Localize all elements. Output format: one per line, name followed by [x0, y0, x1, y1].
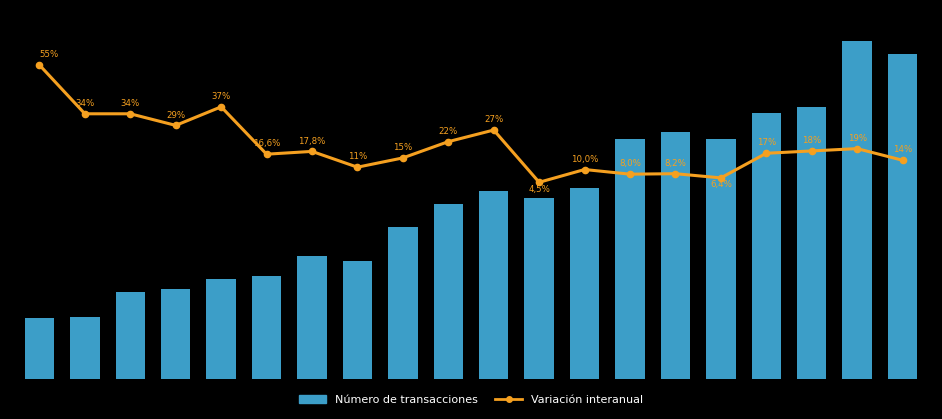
Text: 34%: 34%	[121, 99, 140, 108]
Text: 27%: 27%	[484, 115, 503, 124]
Text: 16,6%: 16,6%	[252, 140, 281, 148]
Text: 10,0%: 10,0%	[571, 155, 598, 164]
Text: 6,4%: 6,4%	[710, 181, 732, 189]
Bar	[24, 318, 55, 378]
Bar	[615, 139, 644, 378]
Text: 17%: 17%	[756, 138, 776, 147]
Bar	[343, 261, 372, 378]
Bar	[570, 188, 599, 378]
Text: 22%: 22%	[439, 127, 458, 136]
Text: 29%: 29%	[166, 111, 186, 119]
Text: 37%: 37%	[212, 92, 231, 101]
Bar	[797, 107, 826, 378]
Text: 8,0%: 8,0%	[619, 159, 641, 168]
Bar	[525, 198, 554, 378]
Bar	[887, 54, 918, 378]
Text: 34%: 34%	[75, 99, 94, 108]
Bar	[388, 227, 417, 378]
Bar	[706, 139, 736, 378]
Text: 18%: 18%	[802, 136, 821, 145]
Bar	[660, 132, 690, 378]
Text: 55%: 55%	[40, 50, 58, 59]
Text: 4,5%: 4,5%	[528, 185, 550, 194]
Bar	[252, 276, 282, 378]
Bar	[479, 191, 509, 378]
Bar	[70, 317, 100, 378]
Bar	[298, 256, 327, 378]
Bar	[161, 289, 190, 378]
Text: 14%: 14%	[893, 145, 912, 155]
Bar	[433, 204, 463, 378]
Text: 19%: 19%	[848, 134, 867, 143]
Bar	[842, 41, 872, 378]
Legend: Número de transacciones, Variación interanual: Número de transacciones, Variación inter…	[294, 390, 648, 409]
Text: 17,8%: 17,8%	[299, 137, 326, 145]
Bar	[116, 292, 145, 378]
Text: 8,2%: 8,2%	[664, 159, 687, 168]
Bar	[206, 279, 236, 378]
Text: 15%: 15%	[393, 143, 413, 152]
Bar	[752, 113, 781, 378]
Text: 11%: 11%	[348, 153, 367, 161]
